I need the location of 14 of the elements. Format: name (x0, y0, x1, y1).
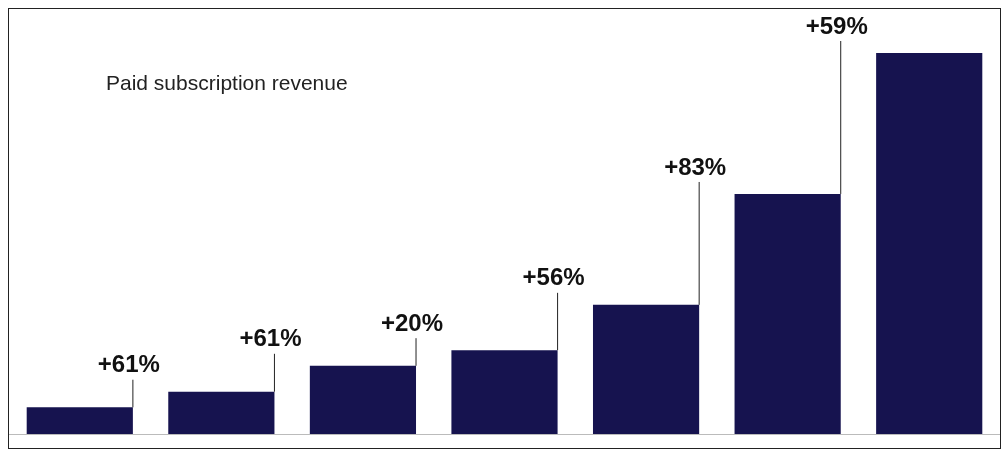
bar (451, 350, 558, 434)
annotation: +61% (239, 324, 302, 352)
bar (734, 193, 841, 434)
annotation: +20% (380, 308, 444, 336)
bar (168, 391, 275, 434)
annotation: +83% (664, 152, 727, 180)
text: +59% (805, 11, 868, 39)
bar (309, 365, 417, 434)
annotation: +56% (522, 263, 585, 291)
bar (876, 53, 983, 434)
annotation: +61% (97, 350, 160, 378)
bar (592, 304, 700, 434)
bar (26, 407, 133, 434)
text: Paid subscription revenue (106, 70, 348, 94)
